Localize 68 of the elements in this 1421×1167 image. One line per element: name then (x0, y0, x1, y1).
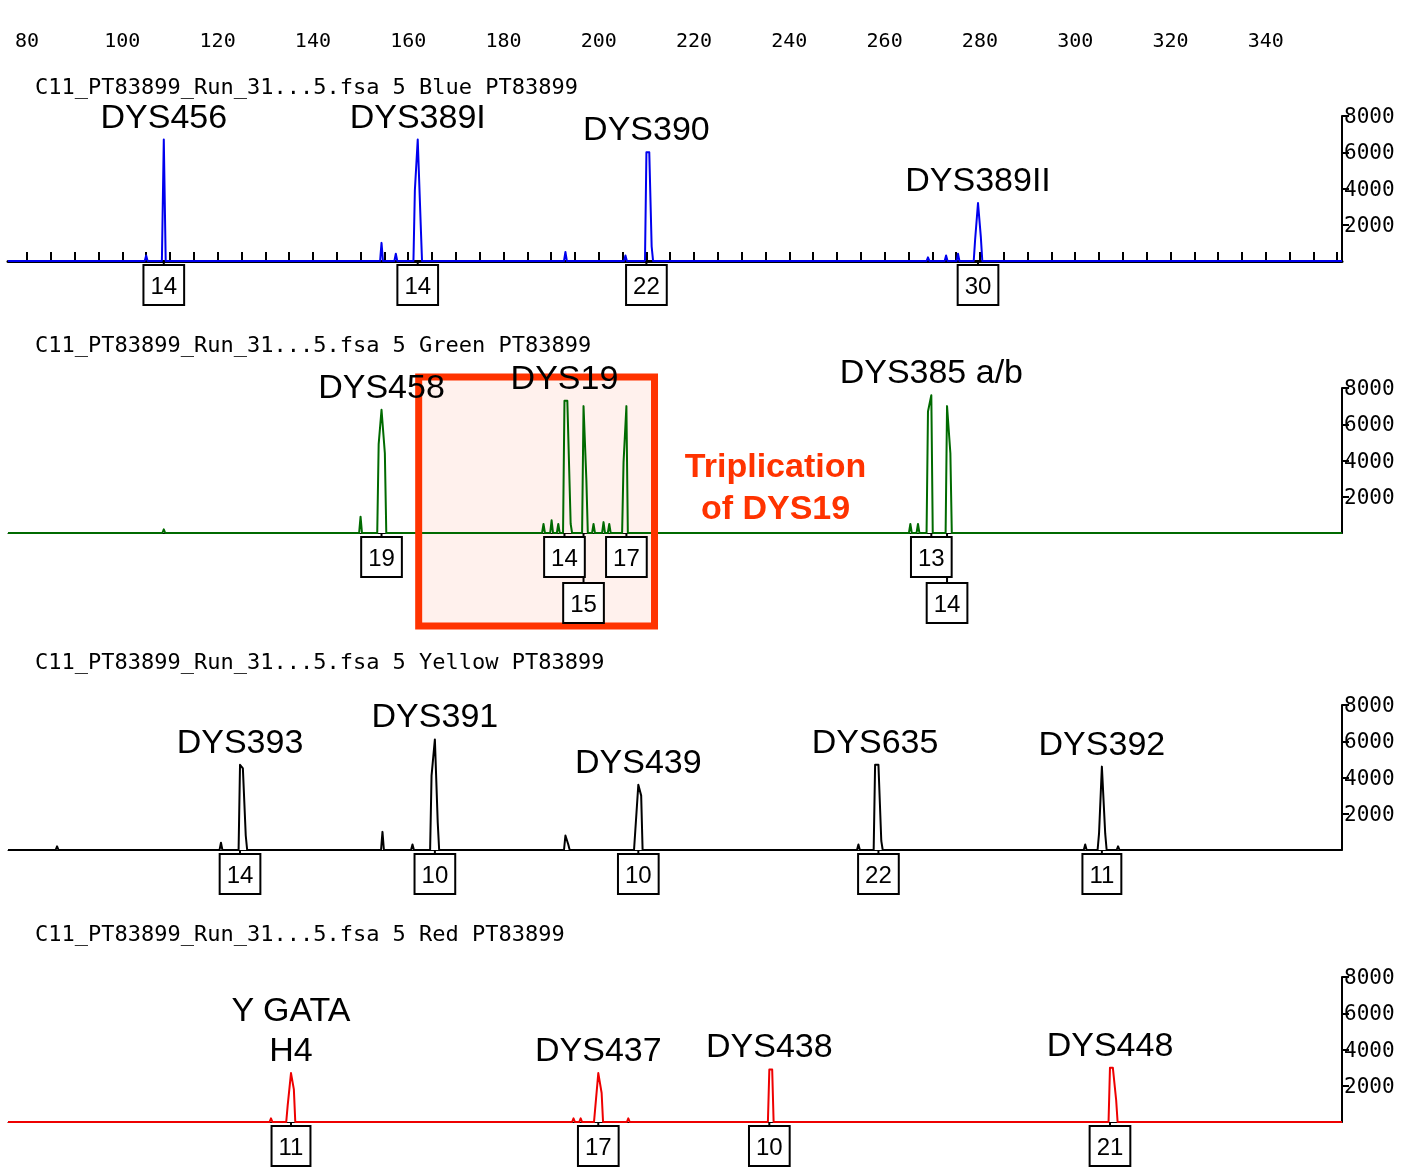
annotation: 17 (584, 1132, 612, 1160)
annotation: 13 (917, 543, 945, 571)
y-tick-label: 2000 (1344, 484, 1395, 509)
x-tick-label: 300 (1057, 28, 1094, 52)
annotation: DYS389II (905, 160, 1051, 198)
chart-title: C11_PT83899_Run_31...5.fsa 5 Red PT83899 (35, 920, 565, 946)
annotation: 14 (150, 271, 178, 299)
annotation: 10 (755, 1132, 783, 1160)
y-tick-label: 6000 (1344, 412, 1395, 437)
x-tick-label: 80 (15, 28, 40, 52)
y-tick-label: 8000 (1344, 965, 1395, 989)
y-tick-label: 6000 (1344, 1001, 1395, 1026)
chart-title: C11_PT83899_Run_31...5.fsa 5 Blue PT83899 (35, 73, 579, 99)
annotation: 30 (964, 271, 992, 299)
annotation: 14 (933, 589, 961, 617)
annotation: DYS448 (1046, 1024, 1174, 1063)
y-tick-label: 2000 (1344, 212, 1395, 237)
annotation: 14 (551, 543, 578, 571)
y-tick-label: 8000 (1344, 104, 1395, 128)
annotation: 21 (1096, 1132, 1124, 1160)
annotation: DYS391 (371, 696, 499, 735)
x-tick-label: 160 (390, 28, 427, 52)
x-tick-label: 100 (104, 28, 141, 52)
annotation: DYS635 (811, 721, 939, 760)
chart-title: C11_PT83899_Run_31...5.fsa 5 Yellow PT83899 (35, 648, 605, 674)
annotation: 11 (1089, 860, 1115, 888)
y-tick-label: 8000 (1344, 376, 1395, 400)
annotation: 22 (865, 860, 892, 888)
annotation: 22 (633, 271, 660, 299)
annotation: 17 (613, 543, 640, 571)
x-tick-label: 260 (866, 28, 903, 52)
annotation: DYS385 a/b (839, 352, 1023, 391)
annotation: DYS438 (706, 1026, 833, 1065)
band-label: Triplication of DYS19 (684, 446, 867, 526)
annotation: DYS393 (176, 721, 304, 760)
y-tick-label: 4000 (1344, 176, 1395, 201)
annotation: 14 (404, 271, 432, 299)
x-tick-label: 340 (1247, 28, 1284, 52)
y-tick-label: 6000 (1344, 729, 1395, 754)
y-tick-label: 2000 (1344, 801, 1395, 826)
annotation: 14 (226, 860, 254, 888)
annotation: DYS392 (1038, 723, 1166, 762)
annotation: 10 (421, 860, 449, 888)
annotation: 11 (278, 1132, 304, 1160)
x-tick-label: 200 (580, 28, 617, 52)
x-tick-label: 140 (294, 28, 331, 52)
annotation: Y GATA H4 (231, 990, 351, 1069)
x-tick-label: 320 (1152, 28, 1189, 52)
annotation: DYS390 (583, 109, 710, 148)
annotation: DYS456 (100, 96, 228, 135)
y-tick-label: 4000 (1344, 765, 1395, 790)
annotation: DYS437 (534, 1030, 662, 1069)
y-tick-label: 2000 (1344, 1073, 1395, 1098)
x-tick-label: 220 (675, 28, 713, 52)
annotation: DYS389I (349, 96, 486, 135)
y-tick-label: 4000 (1344, 1037, 1395, 1062)
annotation: 15 (570, 589, 597, 617)
y-tick-label: 6000 (1344, 140, 1395, 165)
x-tick-label: 240 (771, 28, 808, 52)
x-tick-label: 280 (961, 28, 998, 52)
chart-title: C11_PT83899_Run_31...5.fsa 5 Green PT83899 (35, 331, 592, 357)
annotation: 19 (368, 543, 395, 571)
annotation: DYS439 (574, 741, 702, 780)
x-tick-label: 180 (485, 28, 522, 52)
y-tick-label: 8000 (1344, 693, 1395, 717)
annotation: 10 (624, 860, 652, 888)
y-tick-label: 4000 (1344, 448, 1395, 473)
x-tick-label: 120 (199, 28, 236, 52)
